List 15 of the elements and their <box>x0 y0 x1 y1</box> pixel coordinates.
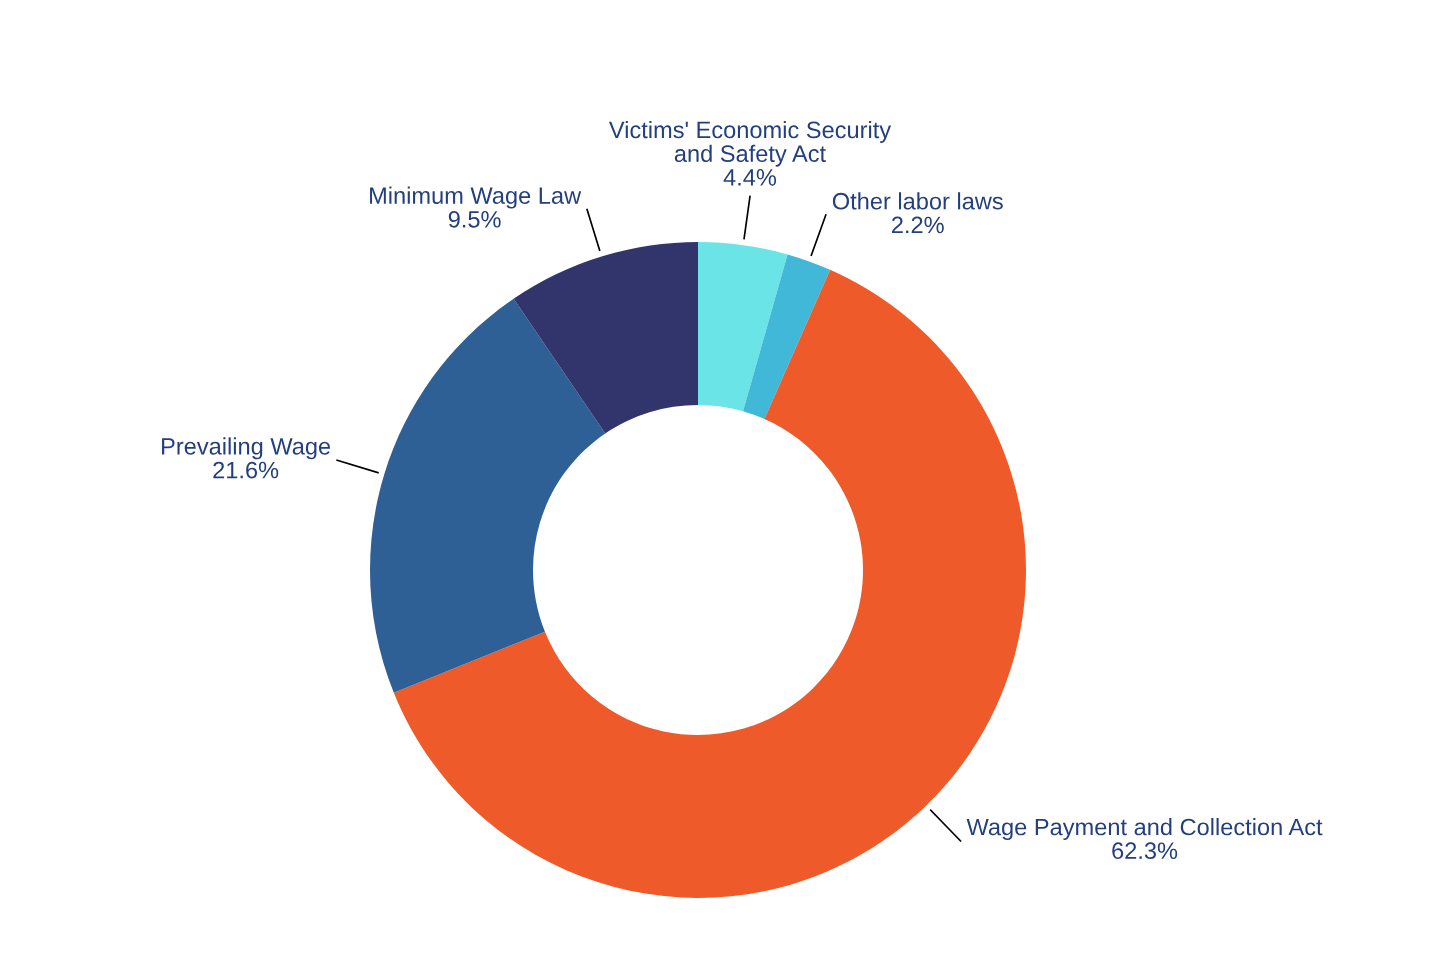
donut-slice <box>393 269 1026 898</box>
donut-slice <box>513 242 698 434</box>
data-label: 4.4% <box>723 169 777 186</box>
data-label: 62.3% <box>1112 842 1178 860</box>
donut-slice <box>698 242 788 412</box>
data-label: 9.5% <box>448 210 501 228</box>
donut-slice <box>743 254 831 419</box>
slice-label: Wage Payment and Collection Act <box>966 818 1323 841</box>
slice-label: Other labor laws <box>832 192 1003 210</box>
slice-label: Victims' Economic Security and Safety Act <box>608 120 892 167</box>
data-label: 21.6% <box>213 461 279 479</box>
slice-label: Minimum Wage Law <box>370 186 582 209</box>
donut-slice <box>370 298 606 693</box>
slice-label: Prevailing Wage <box>162 437 331 460</box>
data-label: 2.2% <box>892 216 944 234</box>
